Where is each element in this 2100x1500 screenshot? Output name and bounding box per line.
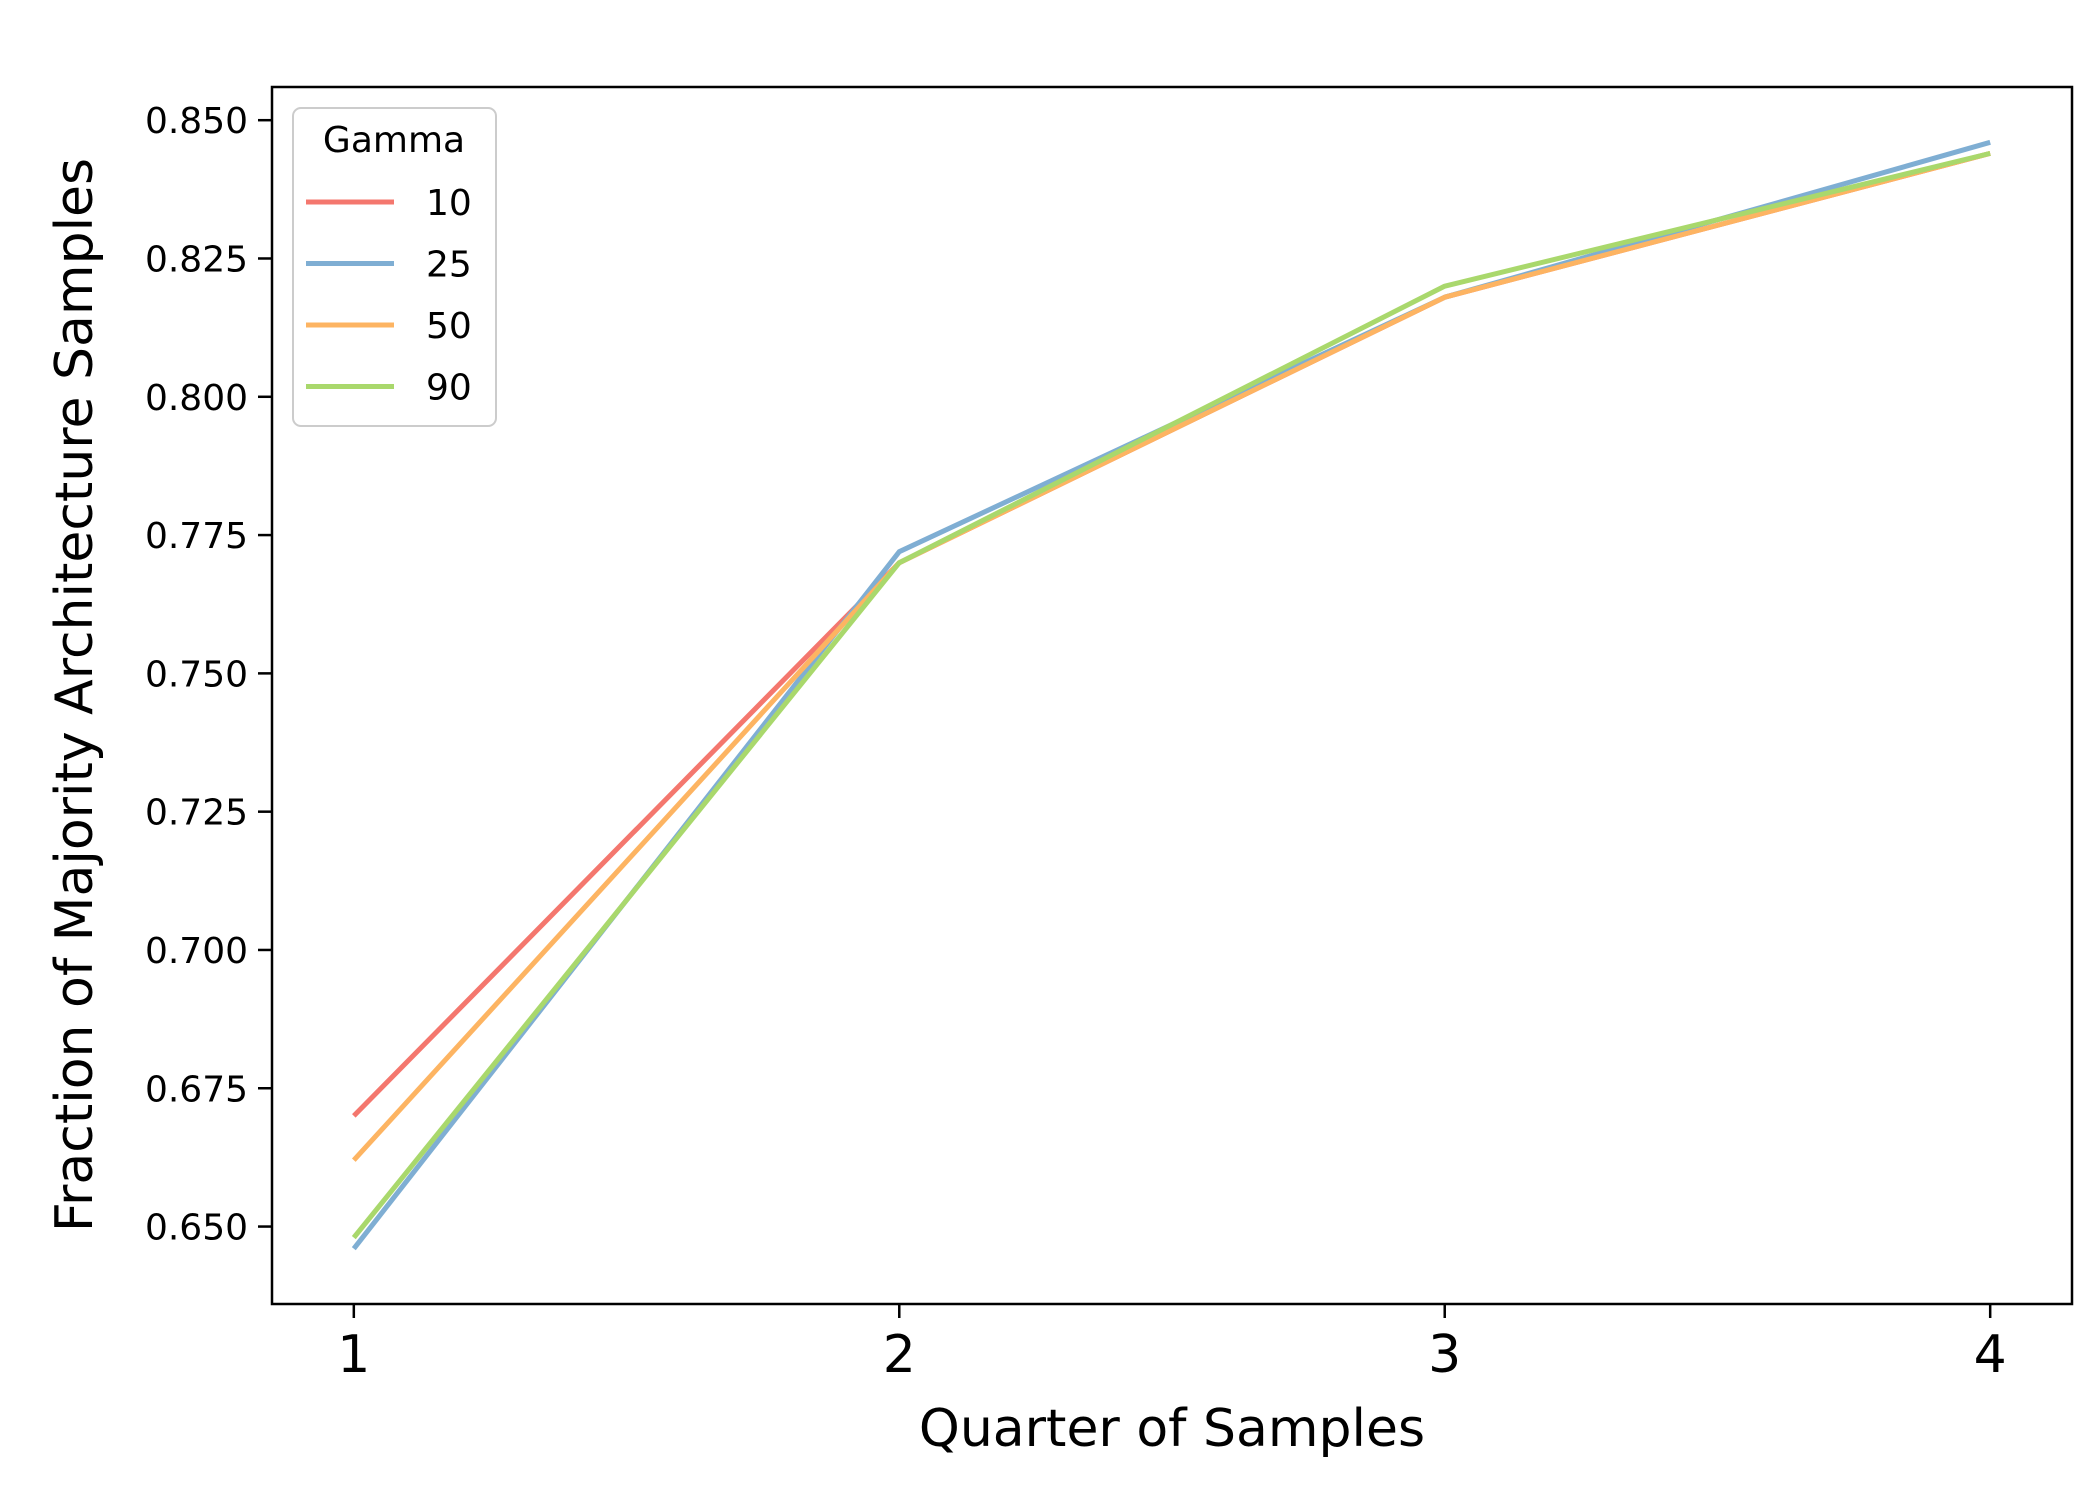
series-line-90 [351,150,1991,1240]
legend-label-90: 90 [426,368,472,409]
y-tick-label: 0.825 [145,239,248,280]
y-tick-label: 0.725 [145,793,248,834]
x-axis: 1 2 3 4 [337,1304,2007,1385]
x-axis-label: Quarter of Samples [919,1399,1425,1459]
series-layer [351,139,1991,1251]
y-tick-label: 0.800 [145,378,248,419]
legend: Gamma 10 25 50 90 [292,107,497,427]
legend-title: Gamma [323,120,465,161]
legend-label-25: 25 [426,245,472,286]
plot-frame [270,85,2074,1306]
y-axis: 0.650 0.675 0.700 0.725 0.750 0.775 0.800 0.825… [145,101,272,1249]
series-line-25 [351,139,1991,1251]
series-line-50 [351,150,1991,1162]
x-tick-label: 4 [1974,1325,2007,1385]
y-tick-label: 0.700 [145,931,248,972]
y-tick-label: 0.775 [145,516,248,557]
x-tick-label: 3 [1428,1325,1461,1385]
y-tick-label: 0.850 [145,101,248,142]
y-tick-label: 0.650 [145,1208,248,1249]
series-line-10 [352,150,1991,1118]
legend-items: 10 25 50 90 [306,183,472,409]
legend-label-10: 10 [426,183,472,224]
x-tick-label: 1 [337,1325,370,1385]
legend-label-50: 50 [426,306,472,347]
y-axis-label: Fraction of Majority Architecture Sample… [45,158,105,1232]
y-tick-label: 0.750 [145,654,248,695]
x-tick-label: 2 [883,1325,916,1385]
y-tick-label: 0.675 [145,1069,248,1110]
legend-box [292,107,497,427]
